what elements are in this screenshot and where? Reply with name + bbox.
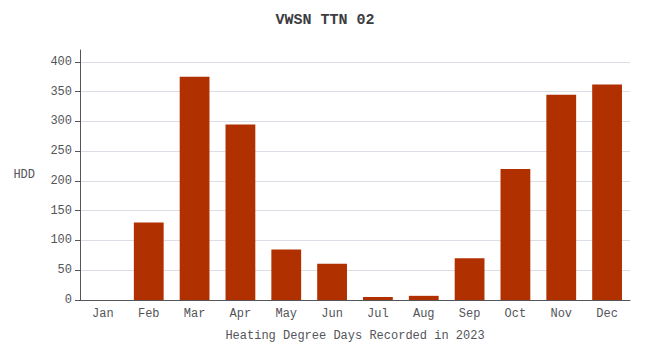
svg-text:0: 0 bbox=[65, 293, 72, 307]
svg-text:Heating Degree Days Recorded i: Heating Degree Days Recorded in 2023 bbox=[225, 329, 484, 343]
svg-text:Sep: Sep bbox=[459, 307, 481, 321]
svg-text:200: 200 bbox=[50, 174, 72, 188]
svg-text:Feb: Feb bbox=[138, 307, 160, 321]
svg-text:May: May bbox=[275, 307, 297, 321]
svg-text:Dec: Dec bbox=[596, 307, 618, 321]
svg-text:Aug: Aug bbox=[413, 307, 435, 321]
svg-text:VWSN TTN 02: VWSN TTN 02 bbox=[275, 12, 374, 29]
svg-text:Mar: Mar bbox=[184, 307, 206, 321]
svg-text:100: 100 bbox=[50, 233, 72, 247]
svg-text:Jan: Jan bbox=[92, 307, 114, 321]
svg-text:Jun: Jun bbox=[321, 307, 343, 321]
svg-text:HDD: HDD bbox=[13, 168, 35, 182]
svg-text:250: 250 bbox=[50, 144, 72, 158]
svg-text:50: 50 bbox=[58, 263, 72, 277]
svg-text:350: 350 bbox=[50, 85, 72, 99]
svg-text:Nov: Nov bbox=[550, 307, 572, 321]
svg-text:Jul: Jul bbox=[367, 307, 389, 321]
svg-text:300: 300 bbox=[50, 114, 72, 128]
svg-text:400: 400 bbox=[50, 55, 72, 69]
svg-text:150: 150 bbox=[50, 204, 72, 218]
svg-text:Oct: Oct bbox=[505, 307, 527, 321]
svg-text:Apr: Apr bbox=[230, 307, 252, 321]
